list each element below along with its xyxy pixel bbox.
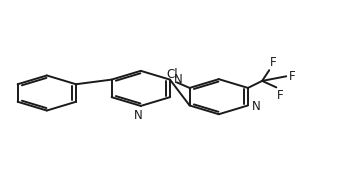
Text: N: N — [252, 100, 261, 113]
Text: Cl: Cl — [167, 68, 178, 81]
Text: N: N — [134, 109, 143, 122]
Text: N: N — [173, 73, 182, 86]
Text: F: F — [277, 89, 284, 102]
Text: F: F — [270, 56, 277, 69]
Text: F: F — [288, 70, 295, 83]
